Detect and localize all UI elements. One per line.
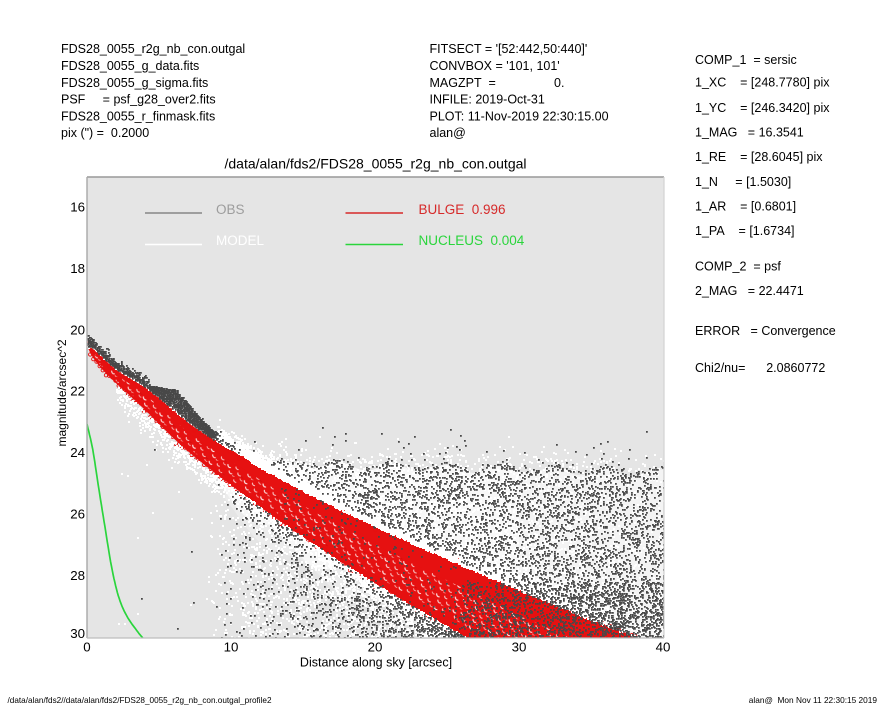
svg-text:FDS28_0055_g_sigma.fits: FDS28_0055_g_sigma.fits	[61, 76, 208, 90]
svg-text:40: 40	[656, 640, 671, 655]
svg-text:alan@ Mon Nov 11 22:30:15 201: alan@ Mon Nov 11 22:30:15 2019	[749, 695, 878, 705]
svg-text:ERROR = Convergence: ERROR = Convergence	[695, 324, 836, 338]
svg-text:1_PA = [1.6734]: 1_PA = [1.6734]	[695, 224, 795, 238]
svg-text:Distance along sky [arcsec]: Distance along sky [arcsec]	[300, 656, 452, 670]
svg-text:28: 28	[70, 568, 85, 583]
svg-text:/data/alan/fds2/FDS28_0055_r2g: /data/alan/fds2/FDS28_0055_r2g_nb_con.ou…	[224, 156, 526, 172]
svg-text:MODEL: MODEL	[216, 233, 265, 248]
svg-text:PLOT: 11-Nov-2019 22:30:15.00: PLOT: 11-Nov-2019 22:30:15.00	[430, 109, 609, 123]
svg-text:0.: 0.	[554, 76, 564, 90]
svg-text:COMP_2 = psf: COMP_2 = psf	[695, 260, 781, 274]
svg-text:20: 20	[368, 640, 383, 655]
svg-text:BULGE 0.996: BULGE 0.996	[419, 202, 506, 217]
svg-text:30: 30	[70, 626, 85, 641]
svg-text:1_MAG = 16.3541: 1_MAG = 16.3541	[695, 125, 804, 139]
svg-text:0: 0	[83, 640, 90, 655]
svg-text:20: 20	[70, 323, 85, 338]
svg-text:30: 30	[512, 640, 527, 655]
svg-text:COMP_1 = sersic: COMP_1 = sersic	[695, 53, 797, 67]
svg-text:INFILE: 2019-Oct-31: INFILE: 2019-Oct-31	[430, 93, 545, 107]
svg-text:OBS: OBS	[216, 202, 245, 217]
svg-text:16: 16	[70, 200, 85, 215]
svg-text:alan@: alan@	[430, 126, 466, 140]
svg-text:Chi2/nu= 2.0860772: Chi2/nu= 2.0860772	[695, 361, 825, 375]
svg-text:FDS28_0055_r_finmask.fits: FDS28_0055_r_finmask.fits	[61, 109, 215, 123]
svg-text:1_AR = [0.6801]: 1_AR = [0.6801]	[695, 200, 796, 214]
svg-text:22: 22	[70, 384, 85, 399]
svg-text:magnitude/arcsec^2: magnitude/arcsec^2	[55, 339, 69, 446]
svg-text:1_N = [1.5030]: 1_N = [1.5030]	[695, 175, 791, 189]
svg-text:1_YC = [246.3420] pix: 1_YC = [246.3420] pix	[695, 101, 830, 115]
svg-text:18: 18	[70, 261, 85, 276]
svg-text:10: 10	[224, 640, 239, 655]
svg-text:2_MAG = 22.4471: 2_MAG = 22.4471	[695, 284, 804, 298]
svg-text:FDS28_0055_r2g_nb_con.outgal: FDS28_0055_r2g_nb_con.outgal	[61, 42, 245, 56]
svg-text:FITSECT = '[52:442,50:440]': FITSECT = '[52:442,50:440]'	[430, 42, 588, 56]
svg-text:NUCLEUS 0.004: NUCLEUS 0.004	[419, 233, 525, 248]
svg-text:/data/alan/fds2//data/alan/fds: /data/alan/fds2//data/alan/fds2/FDS28_00…	[8, 696, 272, 705]
svg-text:FDS28_0055_g_data.fits: FDS28_0055_g_data.fits	[61, 59, 199, 73]
svg-text:PSF = psf_g28_over2.fits: PSF = psf_g28_over2.fits	[61, 93, 216, 107]
svg-text:26: 26	[70, 507, 85, 522]
svg-text:24: 24	[70, 445, 85, 460]
svg-text:1_XC = [248.7780] pix: 1_XC = [248.7780] pix	[695, 76, 830, 90]
svg-text:MAGZPT =: MAGZPT =	[430, 76, 496, 90]
svg-text:1_RE = [28.6045] pix: 1_RE = [28.6045] pix	[695, 150, 823, 164]
svg-text:pix (") = 0.2000: pix (") = 0.2000	[61, 126, 149, 140]
svg-text:CONVBOX = '101, 101': CONVBOX = '101, 101'	[430, 59, 560, 73]
